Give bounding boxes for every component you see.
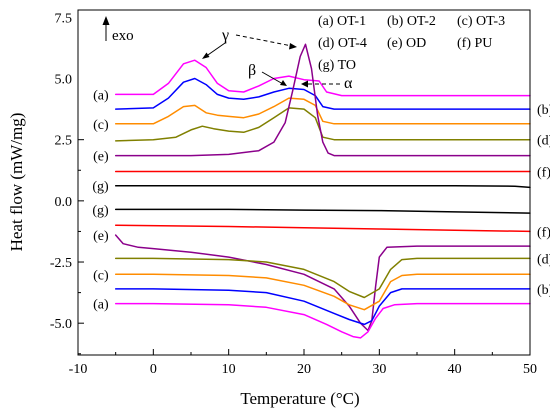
y-tick-label: 2.5 xyxy=(55,134,73,149)
y-tick-label: -5.0 xyxy=(50,317,72,332)
curve-label-left-2: (e) xyxy=(93,150,109,165)
gamma-pointer-left-arrowhead-icon xyxy=(202,52,210,59)
series-line-a-cooling xyxy=(114,302,531,339)
gamma-pointer-left xyxy=(204,42,226,58)
legend: (a) OT-1 (b) OT-2 (c) OT-3 (d) OT-4 (e) … xyxy=(318,14,505,73)
alpha-label: α xyxy=(344,75,353,92)
series-line-e-heating xyxy=(114,43,531,157)
x-tick-label: 50 xyxy=(523,362,537,377)
gamma-pointer-right-arrowhead-icon xyxy=(289,43,297,50)
beta-pointer xyxy=(261,71,284,85)
y-tick-label: -2.5 xyxy=(50,256,72,271)
x-axis-label: Temperature (°C) xyxy=(240,389,359,408)
series-line-d-cooling xyxy=(114,257,531,299)
x-tick-label: -10 xyxy=(69,362,88,377)
curve-label-left-7: (a) xyxy=(93,298,109,313)
legend-item-b: (b) OT-2 xyxy=(387,14,436,29)
x-tick-label: 40 xyxy=(448,362,462,377)
legend-item-c: (c) OT-3 xyxy=(457,14,505,29)
gamma-label: γ xyxy=(221,27,229,44)
series-line-g-cooling xyxy=(114,208,531,214)
plot-content: (a) (c) (e) (g) (g) (e) (c) (a) (b) (d) (f) (f) (d) (… xyxy=(92,43,550,339)
x-tick-label: 0 xyxy=(150,362,157,377)
plot-frame xyxy=(77,9,531,356)
curve-label-right-8: (b) xyxy=(537,103,550,118)
y-tick-label: 0.0 xyxy=(55,195,73,210)
series-line-f-cooling xyxy=(114,224,531,233)
y-tick-label: 5.0 xyxy=(55,73,73,88)
series-line-b-heating xyxy=(114,77,531,110)
curve-label-left-4: (g) xyxy=(92,203,109,218)
curve-label-right-10: (f) xyxy=(537,165,550,180)
x-tick-label: 20 xyxy=(297,362,311,377)
tick-layer: -10 0 10 20 30 40 50 7.5 5.0 2.5 0.0 -2.5 -5.0 xyxy=(50,11,537,377)
curve-label-left-3: (g) xyxy=(92,180,109,195)
series-line-b-cooling xyxy=(114,288,531,326)
y-tick-label: 7.5 xyxy=(55,11,73,26)
exo-label: exo xyxy=(112,28,134,44)
curve-label-right-13: (b) xyxy=(537,283,550,298)
legend-item-e: (e) OD xyxy=(387,36,426,51)
beta-pointer-arrowhead-icon xyxy=(280,80,287,86)
curve-label-left-5: (e) xyxy=(93,229,109,244)
y-axis-label: Heat flow (mW/mg) xyxy=(7,113,26,252)
exo-indicator: exo xyxy=(102,16,134,44)
legend-item-g: (g) TO xyxy=(318,58,356,73)
beta-label: β xyxy=(248,62,256,79)
series-line-c-heating xyxy=(114,97,531,125)
curve-label-right-11: (f) xyxy=(537,225,550,240)
curve-label-right-9: (d) xyxy=(537,134,550,149)
legend-item-a: (a) OT-1 xyxy=(318,14,366,29)
legend-item-d: (d) OT-4 xyxy=(318,36,367,51)
gamma-pointer-right xyxy=(235,34,293,47)
curve-label-right-12: (d) xyxy=(537,252,550,267)
series-line-d-heating xyxy=(114,107,531,142)
curve-label-left-0: (a) xyxy=(93,88,109,103)
phase-annotations: γ β α xyxy=(202,27,353,92)
x-tick-label: 10 xyxy=(222,362,236,377)
series-line-a-heating xyxy=(114,59,531,97)
x-tick-label: 30 xyxy=(372,362,386,377)
series-line-e-cooling xyxy=(114,234,531,332)
legend-item-f: (f) PU xyxy=(457,36,492,51)
alpha-pointer-arrowhead-icon xyxy=(301,80,308,88)
series-line-c-cooling xyxy=(114,273,531,311)
curve-label-left-6: (c) xyxy=(93,268,109,283)
series-line-g-heating xyxy=(114,184,531,189)
exo-arrowhead-icon xyxy=(102,16,110,25)
curve-label-left-1: (c) xyxy=(93,118,109,133)
